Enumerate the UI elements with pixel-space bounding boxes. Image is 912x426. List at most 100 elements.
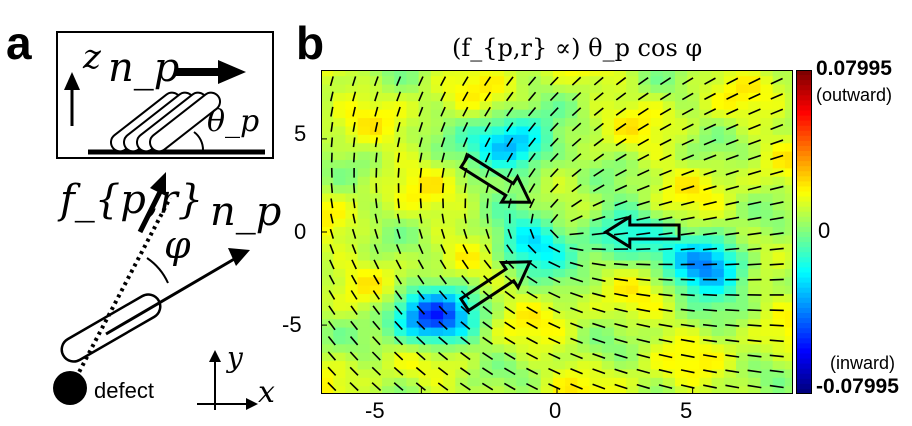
heatmap-cell bbox=[748, 70, 762, 77]
heatmap-cell bbox=[394, 201, 408, 211]
heatmap-cell bbox=[577, 335, 591, 345]
director-dash bbox=[375, 152, 378, 163]
heatmap-cell bbox=[491, 234, 505, 244]
heatmap-cell bbox=[540, 352, 554, 362]
heatmap-cell bbox=[406, 176, 420, 186]
heatmap-cell bbox=[577, 360, 591, 370]
heatmap-cell bbox=[333, 125, 347, 135]
director-dash bbox=[395, 274, 403, 285]
heatmap-cell bbox=[467, 251, 481, 261]
director-dash bbox=[437, 351, 449, 361]
heatmap-cell bbox=[418, 276, 432, 286]
heatmap-cell bbox=[430, 276, 444, 286]
colorbar-band bbox=[796, 328, 812, 334]
director-dash bbox=[770, 154, 784, 161]
colorbar-band bbox=[796, 302, 812, 309]
heatmap-cell bbox=[784, 285, 793, 295]
heatmap-cell bbox=[723, 352, 737, 362]
heatmap-cell bbox=[711, 377, 725, 387]
director-dash bbox=[440, 137, 446, 148]
heatmap-cell bbox=[638, 276, 652, 286]
heatmap-cell bbox=[552, 134, 566, 144]
heatmap-cell bbox=[565, 310, 578, 320]
colorbar-band bbox=[796, 388, 812, 394]
heatmap-cell bbox=[675, 276, 688, 286]
heatmap-cell bbox=[675, 134, 688, 144]
heatmap-cell bbox=[601, 125, 615, 135]
director-dash bbox=[680, 353, 695, 359]
heatmap-cell bbox=[613, 142, 627, 152]
heatmap-cell bbox=[723, 343, 737, 353]
director-dash bbox=[592, 368, 606, 375]
director-dash bbox=[482, 321, 493, 330]
heatmap-cell bbox=[687, 184, 701, 194]
heatmap-cell bbox=[321, 360, 334, 370]
heatmap-cell bbox=[321, 276, 334, 286]
colorbar-band bbox=[796, 206, 812, 213]
heatmap-cell bbox=[333, 218, 347, 228]
heatmap-cell bbox=[577, 259, 591, 269]
heatmap-cell bbox=[760, 117, 774, 127]
heatmap-cell bbox=[662, 75, 676, 85]
heatmap-cell bbox=[504, 109, 517, 119]
colorbar-band bbox=[796, 105, 812, 112]
heatmap-cell bbox=[687, 192, 701, 202]
heatmap-cell bbox=[699, 142, 713, 152]
heatmap-cell bbox=[345, 234, 359, 244]
director-dash bbox=[680, 369, 695, 374]
heatmap-cell bbox=[418, 184, 432, 194]
heatmap-cell bbox=[784, 100, 793, 110]
director-dash bbox=[418, 137, 423, 148]
heatmap-cell bbox=[443, 209, 456, 219]
heatmap-cell bbox=[577, 83, 591, 93]
heatmap-cell bbox=[333, 318, 347, 328]
heatmap-cell bbox=[467, 176, 481, 186]
heatmap-cell bbox=[418, 167, 432, 177]
heatmap-cell bbox=[626, 184, 639, 194]
heatmap-cell bbox=[467, 142, 481, 152]
heatmap-cell bbox=[443, 368, 456, 378]
director-dash bbox=[526, 291, 538, 299]
heatmap-cell bbox=[565, 192, 578, 202]
heatmap-cell bbox=[723, 83, 737, 93]
heatmap-cell bbox=[455, 335, 469, 345]
heatmap-cell bbox=[418, 360, 432, 370]
colorbar-band bbox=[796, 70, 812, 76]
heatmap-cell bbox=[443, 117, 456, 127]
y-tick-label: -5 bbox=[282, 312, 302, 337]
director-dash bbox=[571, 122, 582, 132]
heatmap-cell bbox=[687, 209, 701, 219]
heatmap-cell bbox=[662, 201, 676, 211]
heatmap-cell bbox=[528, 360, 542, 370]
heatmap-cell bbox=[626, 92, 639, 102]
heatmap-cell bbox=[455, 368, 469, 378]
director-dash bbox=[592, 307, 606, 313]
director-dash bbox=[351, 244, 357, 255]
heatmap-cell bbox=[760, 301, 774, 311]
director-dash bbox=[462, 137, 468, 148]
colorbar-band bbox=[796, 242, 812, 248]
director-dash bbox=[703, 138, 717, 146]
heatmap-cell bbox=[467, 167, 481, 177]
heatmap-cell bbox=[736, 276, 749, 286]
director-dash bbox=[327, 366, 337, 376]
heatmap-cell bbox=[382, 184, 395, 194]
heatmap-cell bbox=[736, 125, 749, 135]
heatmap-cell bbox=[613, 134, 627, 144]
heatmap-cell bbox=[784, 360, 793, 370]
heatmap-cell bbox=[406, 201, 420, 211]
heatmap-cell bbox=[675, 75, 688, 85]
director-dash bbox=[504, 290, 516, 300]
heatmap-cell bbox=[333, 251, 347, 261]
heatmap-cell bbox=[601, 83, 615, 93]
heatmap-cell bbox=[760, 201, 774, 211]
director-dash bbox=[770, 93, 784, 100]
heatmap-cell bbox=[565, 301, 578, 311]
heatmap-cell bbox=[699, 368, 713, 378]
heatmap-cell bbox=[589, 285, 603, 295]
heatmap-cell bbox=[540, 125, 554, 135]
heatmap-cell bbox=[675, 310, 688, 320]
heatmap-cell bbox=[650, 142, 664, 152]
heatmap-cell bbox=[662, 318, 676, 328]
heatmap-cell bbox=[577, 70, 591, 77]
